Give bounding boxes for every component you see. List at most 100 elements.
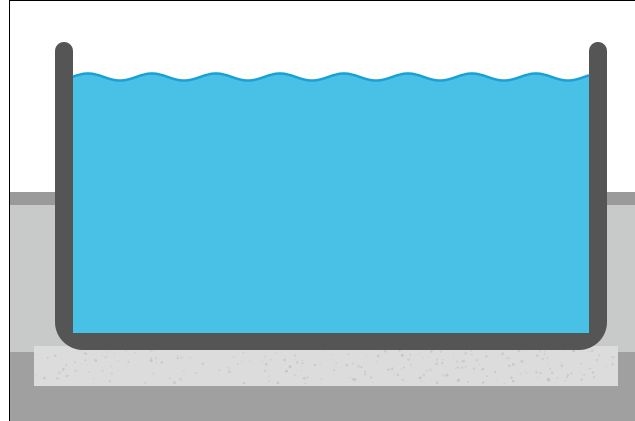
foundation-speckle: [152, 372, 154, 374]
foundation-speckle: [427, 356, 429, 358]
foundation-speckle: [83, 352, 84, 354]
foundation-speckle: [420, 380, 423, 383]
foundation-speckle: [583, 373, 586, 377]
foundation-speckle: [134, 352, 136, 354]
foundation-speckle: [541, 358, 544, 361]
foundation-speckle: [400, 353, 404, 357]
water-surface: [72, 72, 590, 82]
foundation-speckle: [556, 377, 559, 379]
foundation-speckle: [160, 360, 164, 364]
foundation-speckle: [461, 366, 464, 369]
foundation-speckle: [422, 373, 426, 377]
foundation-speckle: [293, 354, 297, 357]
foundation-speckle: [404, 380, 406, 382]
foundation-speckle: [260, 360, 263, 363]
foundation-speckle: [195, 372, 198, 374]
foundation-speckle: [443, 375, 445, 377]
foundation-texture: [35, 348, 615, 385]
foundation-speckle: [537, 377, 539, 379]
foundation-speckle: [293, 374, 297, 377]
foundation-speckle: [35, 374, 38, 376]
foundation-speckle: [240, 361, 243, 363]
foundation-speckle: [485, 355, 488, 358]
foundation-speckle: [400, 368, 403, 371]
foundation-speckle: [472, 367, 476, 370]
foundation-speckle: [67, 374, 69, 377]
foundation-speckle: [481, 381, 485, 384]
foundation-speckle: [288, 365, 292, 369]
foundation-speckle: [349, 376, 352, 379]
foundation-speckle: [84, 352, 86, 355]
foundation-speckle: [503, 382, 505, 384]
foundation-speckle: [301, 362, 304, 365]
foundation-speckle: [454, 367, 457, 370]
foundation-speckle: [510, 376, 513, 379]
foundation-speckle: [295, 361, 299, 364]
foundation-speckle: [142, 367, 145, 369]
foundation-speckle: [335, 362, 338, 364]
foundation-speckle: [204, 372, 206, 373]
foundation-speckle: [62, 368, 65, 371]
foundation-speckle: [457, 378, 461, 382]
foundation-speckle: [201, 362, 205, 366]
foundation-speckle: [439, 350, 443, 353]
foundation-speckle: [352, 362, 355, 365]
foundation-speckle: [456, 379, 460, 383]
foundation-speckle: [519, 372, 522, 376]
foundation-speckle: [283, 358, 286, 362]
foundation-speckle: [104, 356, 107, 359]
foundation-speckle: [74, 361, 76, 364]
foundation-speckle: [60, 357, 62, 359]
foundation-speckle: [539, 372, 542, 375]
foundation-speckle: [270, 370, 272, 372]
foundation-speckle: [409, 353, 412, 356]
foundation-speckle: [418, 352, 420, 355]
foundation-speckle: [381, 370, 383, 372]
foundation-speckle: [435, 381, 439, 385]
foundation-speckle: [357, 364, 360, 368]
foundation-speckle: [418, 376, 422, 380]
foundation-speckle: [584, 373, 586, 375]
foundation-speckle: [588, 351, 590, 354]
foundation-speckle: [301, 359, 304, 361]
foundation-speckle: [462, 360, 466, 363]
foundation-speckle: [598, 354, 601, 357]
foundation-speckle: [452, 354, 454, 356]
foundation-speckle: [275, 352, 277, 354]
foundation-speckle: [227, 367, 230, 370]
foundation-speckle: [169, 377, 171, 380]
foundation-speckle: [547, 362, 549, 365]
foundation-speckle: [320, 378, 323, 381]
foundation-speckle: [157, 381, 160, 384]
foundation-speckle: [330, 353, 332, 355]
foundation-speckle: [560, 364, 564, 367]
foundation-speckle: [396, 371, 398, 373]
foundation-speckle: [543, 351, 546, 353]
foundation-speckle: [176, 354, 179, 357]
foundation-speckle: [124, 350, 127, 353]
foundation-speckle: [564, 380, 566, 382]
foundation-speckle: [579, 362, 583, 365]
concrete-foundation: [34, 346, 618, 386]
foundation-speckle: [508, 364, 511, 368]
foundation-speckle: [144, 381, 147, 384]
foundation-speckle: [455, 380, 457, 381]
foundation-speckle: [179, 377, 182, 381]
foundation-speckle: [461, 360, 464, 363]
foundation-speckle: [322, 353, 324, 355]
foundation-speckle: [372, 381, 375, 384]
foundation-speckle: [324, 350, 326, 352]
foundation-speckle: [44, 368, 45, 370]
foundation-speckle: [445, 373, 449, 377]
foundation-speckle: [152, 373, 155, 376]
foundation-speckle: [390, 367, 394, 371]
foundation-speckle: [401, 378, 405, 382]
foundation-speckle: [304, 382, 306, 385]
foundation-speckle: [539, 350, 542, 353]
foundation-speckle: [106, 352, 108, 354]
foundation-speckle: [605, 365, 607, 367]
foundation-speckle: [611, 363, 614, 366]
foundation-speckle: [464, 365, 468, 368]
foundation-speckle: [591, 371, 595, 374]
